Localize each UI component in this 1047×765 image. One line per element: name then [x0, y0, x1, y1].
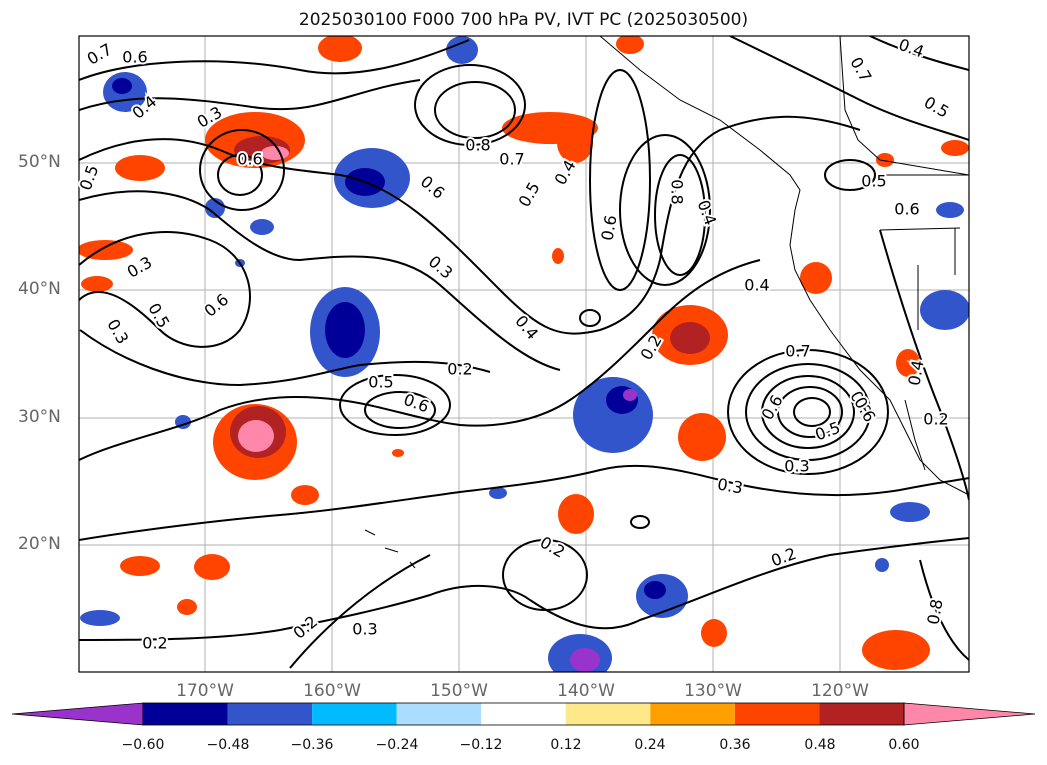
- contour-label: 0.5: [368, 373, 393, 392]
- pv-contours: [79, 36, 969, 669]
- lat-label-30n: 30°N: [18, 407, 61, 427]
- map-frame: [78, 35, 970, 673]
- contour-label: 0.2: [923, 410, 948, 429]
- contour-label: 0.6: [122, 48, 147, 67]
- colorbar-segment: [650, 703, 735, 725]
- contour-label: 0.8: [465, 136, 490, 155]
- contour-label: 0.7: [785, 342, 810, 361]
- colorbar-segment: [734, 703, 820, 725]
- map-plot: 0.7 0.60.4 0.30.60.50.80.70.50.40.60.60.80…: [74, 33, 970, 673]
- contour-label: 0.2: [447, 360, 472, 379]
- lon-label-120w: 120°W: [811, 681, 869, 701]
- colorbar-extend-high: [903, 702, 1036, 726]
- colorbar-segment: [565, 703, 651, 725]
- coastlines: [364, 36, 969, 569]
- contour-label: 0.6: [894, 200, 919, 219]
- colorbar-tick: 0.36: [719, 737, 751, 753]
- lon-label-130w: 130°W: [684, 681, 742, 701]
- colorbar-segment: [143, 703, 228, 725]
- colorbar-segment: [227, 703, 313, 725]
- colorbar-tick: −0.48: [206, 737, 250, 753]
- colorbar-tick: −0.36: [290, 737, 334, 753]
- negative-anomaly-areas: [80, 36, 969, 672]
- contour-label: 0.7: [499, 150, 524, 169]
- contour-label: 0.4: [744, 276, 769, 295]
- colorbar-tick: −0.24: [375, 737, 419, 753]
- lon-label-170w: 170°W: [176, 681, 234, 701]
- contour-label: 0.2: [142, 634, 167, 653]
- lat-label-50n: 50°N: [18, 152, 61, 172]
- contour-label: 0.3: [352, 620, 377, 639]
- colorbar-frame: [142, 702, 905, 726]
- map-title: 2025030100 F000 700 hPa PV, IVT PC (2025…: [298, 10, 749, 30]
- lat-label-40n: 40°N: [18, 279, 61, 299]
- lon-label-140w: 140°W: [557, 681, 615, 701]
- colorbar-tick: 0.48: [804, 737, 836, 753]
- colorbar-tick: 0.24: [634, 737, 666, 753]
- colorbar-segment: [312, 703, 397, 725]
- colorbar-segment: [819, 703, 904, 725]
- colorbar-tick: −0.60: [121, 737, 165, 753]
- colorbar-tick: −0.12: [459, 737, 503, 753]
- contour-label: 0.3: [784, 457, 809, 476]
- colorbar: [11, 702, 1036, 726]
- contour-label: 0.6: [237, 150, 262, 169]
- lon-label-160w: 160°W: [303, 681, 361, 701]
- colorbar-segment: [396, 703, 482, 725]
- contour-label: 0.8: [668, 179, 687, 204]
- contour-label: 0.5: [861, 172, 886, 191]
- colorbar-tick: 0.12: [550, 737, 582, 753]
- lon-label-150w: 150°W: [430, 681, 488, 701]
- colorbar-tick: 0.60: [888, 737, 920, 753]
- colorbar-extend-low: [11, 702, 144, 726]
- colorbar-segment: [481, 703, 566, 725]
- lat-label-20n: 20°N: [18, 534, 61, 554]
